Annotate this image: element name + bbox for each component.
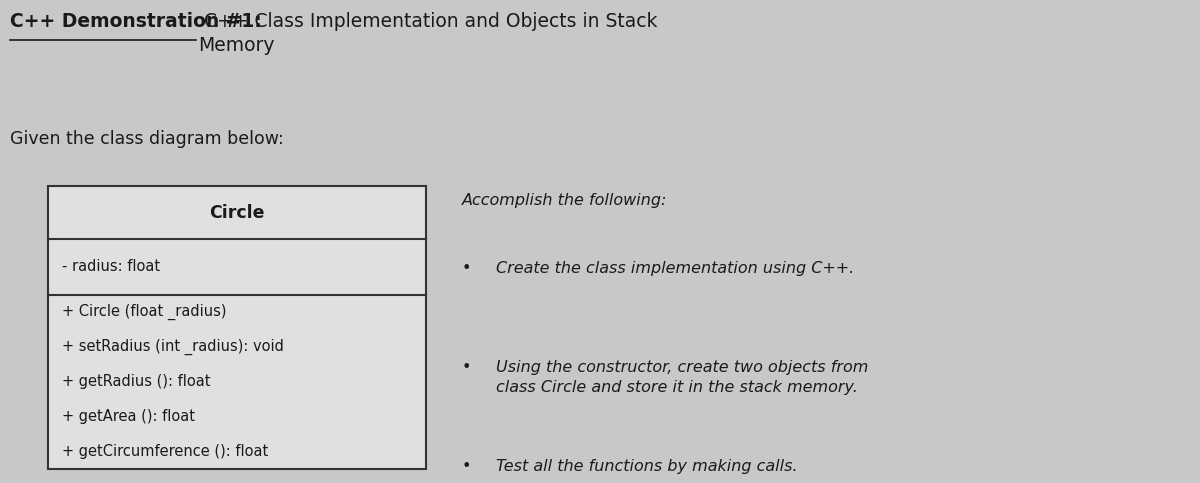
Text: + getCircumference (): float: + getCircumference (): float bbox=[62, 443, 269, 459]
Text: Given the class diagram below:: Given the class diagram below: bbox=[10, 130, 283, 148]
Text: •: • bbox=[462, 459, 472, 474]
Text: •: • bbox=[462, 261, 472, 276]
Text: + Circle (float _radius): + Circle (float _radius) bbox=[62, 304, 227, 320]
Text: •: • bbox=[462, 360, 472, 375]
Text: + setRadius (int _radius): void: + setRadius (int _radius): void bbox=[62, 339, 284, 355]
Text: + getArea (): float: + getArea (): float bbox=[62, 409, 196, 424]
Text: Create the class implementation using C++.: Create the class implementation using C+… bbox=[496, 261, 854, 276]
Text: Circle: Circle bbox=[209, 203, 265, 222]
Text: + getRadius (): float: + getRadius (): float bbox=[62, 374, 211, 389]
Text: C++ Demonstration #1:: C++ Demonstration #1: bbox=[10, 12, 262, 31]
FancyBboxPatch shape bbox=[48, 186, 426, 469]
Text: Test all the functions by making calls.: Test all the functions by making calls. bbox=[496, 459, 797, 474]
Text: C++ Class Implementation and Objects in Stack
Memory: C++ Class Implementation and Objects in … bbox=[198, 12, 658, 55]
Text: Using the constructor, create two objects from
class Circle and store it in the : Using the constructor, create two object… bbox=[496, 360, 868, 395]
Text: Accomplish the following:: Accomplish the following: bbox=[462, 193, 667, 208]
Text: - radius: float: - radius: float bbox=[62, 259, 161, 274]
